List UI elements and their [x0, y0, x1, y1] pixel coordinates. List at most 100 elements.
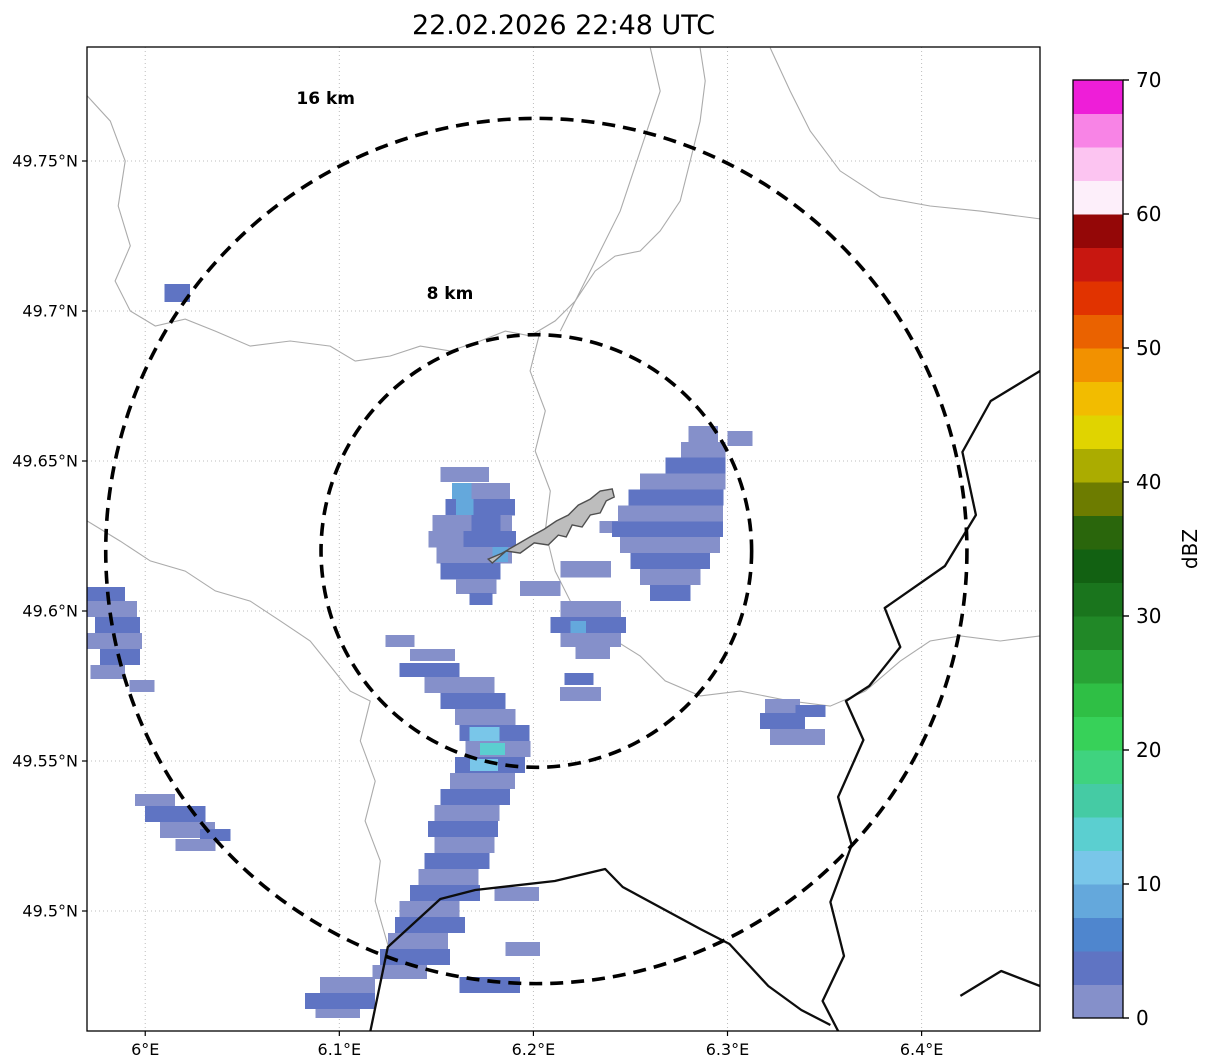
radar-echo-cell: [640, 473, 726, 490]
radar-echo-cell: [440, 467, 489, 482]
radar-echo-cell: [450, 773, 515, 789]
colorbar-segment: [1073, 649, 1123, 684]
colorbar-tick-label: 20: [1136, 738, 1161, 762]
radar-echo-cell: [455, 499, 474, 516]
radar-echo-cell: [410, 884, 481, 901]
colorbar-segment: [1073, 917, 1123, 952]
radar-echo-cell: [129, 680, 155, 692]
radar-echo-cell: [727, 431, 753, 446]
colorbar-segment: [1073, 147, 1123, 181]
radar-echo-cell: [455, 578, 497, 594]
radar-echo-cell: [445, 499, 516, 516]
country-border-line: [959, 969, 1040, 997]
radar-echo-cell: [94, 617, 140, 633]
radar-echo-cell: [135, 794, 176, 806]
map-layers: [87, 47, 1040, 1031]
y-tick-label: 49.75°N: [12, 152, 78, 171]
colorbar-segment: [1073, 616, 1123, 650]
colorbar-segment: [1073, 783, 1123, 818]
colorbar-segment: [1073, 750, 1123, 784]
y-tick-label: 49.7°N: [22, 302, 78, 321]
figure-title: 22.02.2026 22:48 UTC: [411, 10, 716, 41]
radar-echo-cell: [570, 620, 586, 633]
range-ring-16km: [103, 116, 969, 986]
river-line: [559, 47, 661, 332]
radar-echo-cell: [620, 537, 721, 554]
colorbar-segment: [1073, 247, 1123, 282]
radar-echo-cell: [560, 601, 621, 617]
range-ring-label-16km: 16 km: [296, 89, 355, 109]
radar-echo-cell: [519, 581, 561, 596]
colorbar-segment: [1073, 281, 1123, 315]
radar-echo-cell: [380, 949, 450, 965]
radar-echo-cell: [455, 709, 516, 725]
radar-echo-cell: [315, 1009, 360, 1019]
colorbar-axis-label: dBZ: [1178, 529, 1202, 569]
x-tick-label: 6.1°E: [318, 1040, 362, 1059]
radar-echo-cell: [560, 560, 612, 578]
colorbar-segment: [1073, 951, 1123, 985]
radar-echo-cell: [469, 727, 500, 742]
colorbar-segment: [1073, 180, 1123, 215]
colorbar-segment: [1073, 582, 1123, 617]
colorbar-segment: [1073, 683, 1123, 717]
radar-echo-cell: [164, 284, 190, 302]
radar-echo-cell: [770, 728, 826, 745]
colorbar-segment: [1073, 348, 1123, 382]
radar-echo-cell: [440, 788, 511, 805]
colorbar-segment: [1073, 113, 1123, 148]
radar-echo-cell: [505, 941, 541, 956]
radar-echo-cell: [424, 677, 495, 693]
colorbar-segment: [1073, 515, 1123, 550]
colorbar-tick-label: 0: [1136, 1006, 1149, 1030]
radar-echo-cell: [575, 647, 611, 659]
airport-outline: [486, 488, 616, 564]
colorbar-tick-label: 70: [1136, 68, 1161, 92]
radar-echo-cell: [550, 617, 626, 633]
x-tick-label: 6.4°E: [900, 1040, 944, 1059]
radar-echo-cell: [795, 704, 826, 717]
radar-echo-cell: [665, 457, 726, 474]
radar-echo-cell: [395, 917, 466, 933]
radar-echo-cell: [618, 505, 723, 522]
radar-echo-cell: [424, 853, 490, 869]
colorbar-segment: [1073, 850, 1123, 885]
colorbar-segment: [1073, 381, 1123, 416]
colorbar-segment: [1073, 984, 1123, 1019]
colorbar-tick-label: 60: [1136, 202, 1161, 226]
plot-frame: [86, 46, 1041, 1032]
river-line: [87, 520, 389, 947]
radar-echo-cell: [612, 521, 723, 538]
radar-echo-cell: [480, 743, 506, 755]
radar-echo-cell: [418, 869, 479, 885]
radar-echo-cell: [87, 587, 125, 602]
radar-echo-cell: [434, 805, 500, 821]
radar-echo-cell: [628, 489, 724, 506]
colorbar-segment: [1073, 80, 1123, 114]
river-line: [769, 47, 1040, 220]
radar-echo-cell: [760, 713, 806, 729]
colorbar-segment: [1073, 884, 1123, 918]
y-tick-label: 49.55°N: [12, 752, 78, 771]
radar-echo-cell: [649, 584, 691, 601]
radar-echo-cell: [440, 563, 501, 580]
radar-echo-cell: [175, 839, 216, 851]
radar-echo-cell: [90, 665, 126, 680]
x-tick-label: 6.2°E: [512, 1040, 556, 1059]
radar-echo-cell: [440, 692, 506, 709]
radar-echo-cell: [428, 821, 499, 837]
radar-echo-cell: [470, 758, 498, 771]
radar-echo-cell: [87, 601, 138, 617]
colorbar-frame: [1072, 79, 1124, 1019]
colorbar-tick-label: 10: [1136, 872, 1161, 896]
y-tick-label: 49.5°N: [22, 902, 78, 921]
colorbar-segment: [1073, 415, 1123, 449]
radar-echo-cell: [688, 425, 718, 442]
colorbar-tick-label: 40: [1136, 470, 1161, 494]
radar-echo-cell: [319, 977, 375, 993]
radar-echo-cell: [564, 673, 594, 686]
colorbar-segment: [1073, 482, 1123, 516]
colorbar-segment: [1073, 448, 1123, 483]
